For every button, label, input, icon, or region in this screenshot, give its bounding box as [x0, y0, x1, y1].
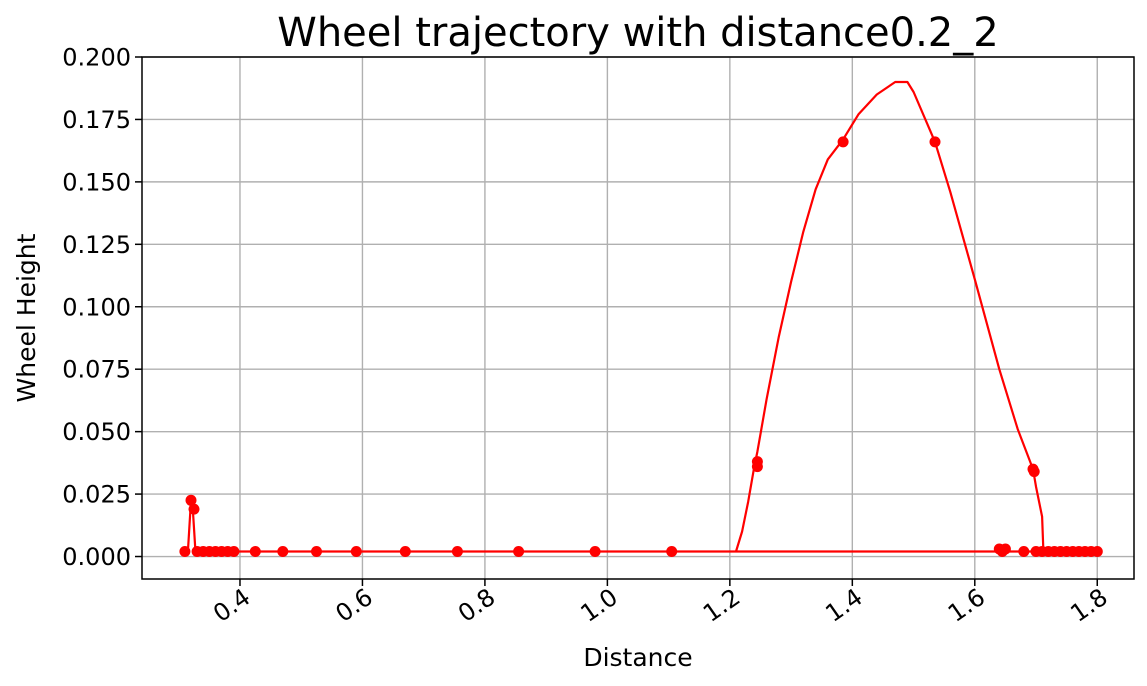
- y-tick-label: 0.025: [62, 481, 131, 509]
- y-tick-label: 0.000: [62, 543, 131, 571]
- data-point: [837, 136, 849, 148]
- y-tick-label: 0.075: [62, 356, 131, 384]
- data-point: [185, 494, 197, 506]
- chart-title: Wheel trajectory with distance0.2_2: [277, 10, 998, 56]
- x-tick-label: 1.4: [820, 583, 867, 628]
- x-tick-label: 0.4: [208, 583, 255, 628]
- data-point: [188, 503, 200, 515]
- x-tick-label: 1.8: [1065, 583, 1112, 628]
- x-tick-label: 0.6: [331, 583, 378, 628]
- data-point: [999, 543, 1011, 555]
- x-tick-label: 1.0: [575, 583, 622, 628]
- x-tick-label: 1.6: [943, 583, 990, 628]
- data-point: [228, 546, 240, 557]
- data-point: [929, 136, 941, 148]
- data-point: [751, 456, 763, 468]
- y-tick-label: 0.200: [62, 44, 131, 72]
- y-tick-label: 0.050: [62, 418, 131, 446]
- x-tick-label: 1.2: [698, 583, 745, 628]
- plot-area: [179, 80, 1103, 557]
- data-point: [451, 546, 463, 557]
- data-point: [179, 546, 191, 557]
- data-point: [399, 546, 411, 557]
- data-point: [513, 546, 525, 557]
- y-axis-label: Wheel Height: [12, 233, 41, 402]
- data-point: [1091, 546, 1103, 557]
- x-axis-label: Distance: [583, 643, 692, 672]
- axis-ticks: 0.4 0.6 0.8 1.0 1.2 1.4 1.6 1.8 0.000 0.025 0.050 0…: [62, 44, 1112, 628]
- data-point: [249, 546, 261, 557]
- data-point: [350, 546, 362, 557]
- y-tick-label: 0.125: [62, 231, 131, 259]
- y-tick-label: 0.100: [62, 293, 131, 321]
- data-point: [1018, 546, 1030, 557]
- y-tick-label: 0.150: [62, 168, 131, 196]
- y-tick-label: 0.175: [62, 106, 131, 134]
- data-point: [1028, 466, 1040, 478]
- trajectory-line: [184, 80, 1099, 553]
- data-point: [666, 546, 678, 557]
- data-point: [589, 546, 601, 557]
- plot-frame: [141, 56, 1135, 580]
- x-tick-label: 0.8: [453, 583, 500, 628]
- data-point: [311, 546, 322, 557]
- data-point: [277, 546, 289, 557]
